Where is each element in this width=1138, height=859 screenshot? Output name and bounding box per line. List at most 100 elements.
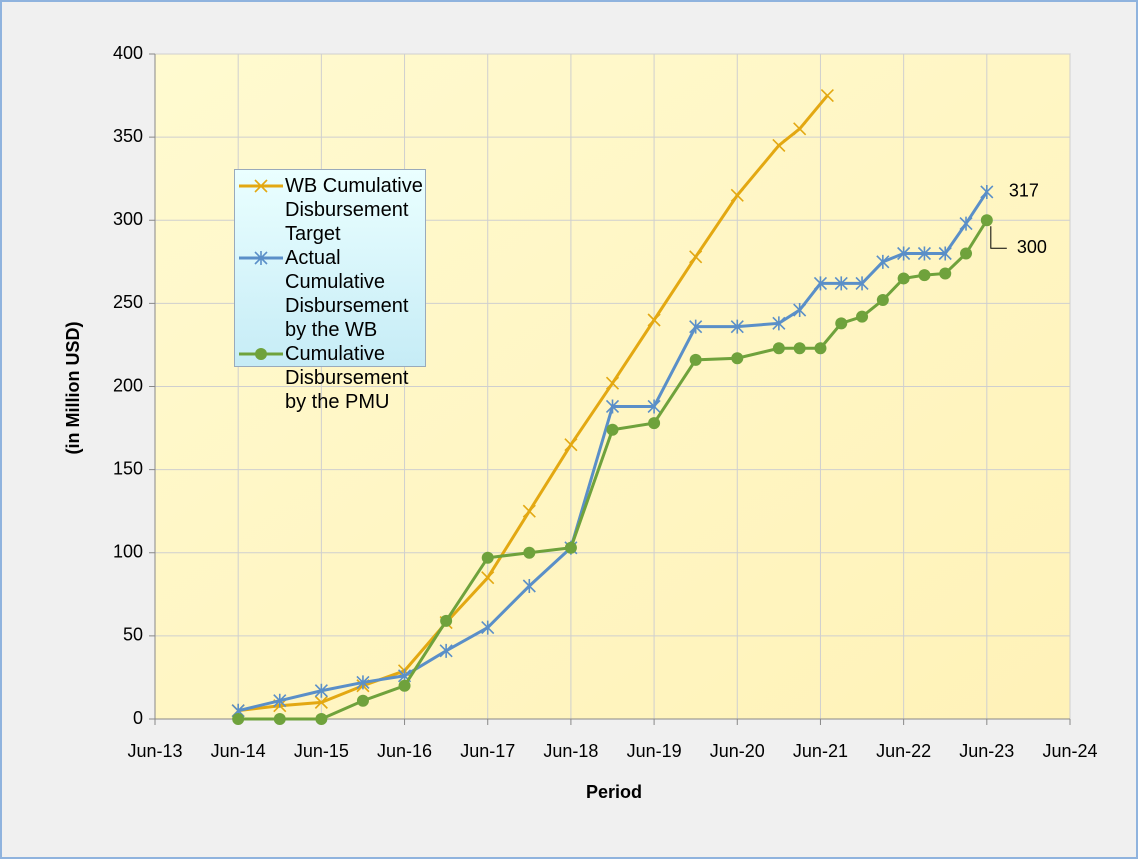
x-tick-label: Jun-24: [1042, 741, 1097, 761]
marker: [605, 376, 620, 390]
marker-dot: [481, 551, 494, 564]
marker: [314, 683, 328, 698]
marker-cross: [730, 188, 744, 202]
legend-swatch: [239, 251, 283, 265]
marker-dot: [731, 352, 744, 365]
marker: [564, 541, 577, 554]
marker: [814, 342, 827, 355]
marker: [481, 551, 494, 564]
marker-cross: [793, 303, 807, 318]
marker-cross: [356, 675, 370, 690]
marker-cross: [522, 579, 536, 593]
y-tick-label: 350: [113, 126, 143, 146]
marker-cross: [605, 376, 620, 390]
marker: [356, 694, 369, 707]
marker: [647, 313, 661, 327]
marker-dot: [772, 342, 785, 355]
marker: [897, 272, 910, 285]
data-label: 317: [1009, 181, 1039, 201]
marker: [876, 294, 889, 307]
marker-cross: [938, 246, 952, 261]
y-tick-label: 0: [133, 708, 143, 728]
marker: [820, 88, 834, 103]
marker: [522, 504, 536, 518]
marker: [273, 693, 287, 708]
marker: [356, 675, 370, 690]
marker-cross: [834, 276, 848, 291]
marker: [980, 214, 993, 227]
marker-cross: [314, 695, 328, 709]
legend-entry: WB Cumulative Disbursement Target: [237, 174, 423, 246]
y-tick-label: 250: [113, 292, 143, 312]
marker: [398, 679, 411, 692]
marker: [834, 276, 848, 291]
legend: WB Cumulative Disbursement Target Actual …: [234, 169, 426, 413]
marker: [793, 122, 807, 136]
marker: [523, 546, 536, 559]
marker: [314, 695, 328, 709]
marker: [564, 438, 578, 452]
marker: [772, 342, 785, 355]
marker-cross: [647, 399, 661, 414]
marker: [856, 310, 869, 323]
marker: [917, 246, 931, 261]
legend-swatch: [239, 348, 283, 360]
x-axis-title: Period: [586, 782, 642, 802]
marker: [793, 303, 807, 318]
marker-dot: [814, 342, 827, 355]
x-tick-label: Jun-23: [959, 741, 1014, 761]
marker: [918, 269, 931, 282]
marker-cross: [897, 246, 911, 261]
marker-dot: [255, 348, 267, 360]
marker-dot: [398, 679, 411, 692]
marker-dot: [689, 353, 702, 366]
marker: [689, 319, 703, 334]
marker: [980, 184, 994, 199]
legend-entry: Actual Cumulative Disbursement by the WB: [237, 246, 423, 342]
marker-dot: [648, 417, 661, 430]
data-label: 300: [1017, 237, 1047, 257]
marker-cross: [314, 683, 328, 698]
marker-cross: [876, 254, 890, 269]
marker-dot: [356, 694, 369, 707]
marker: [813, 276, 828, 291]
marker: [255, 348, 267, 360]
x-tick-label: Jun-19: [627, 741, 682, 761]
marker: [232, 713, 245, 725]
marker: [772, 138, 786, 153]
y-axis-title: (in Million USD): [63, 322, 83, 455]
marker: [959, 216, 973, 231]
marker-cross: [273, 693, 287, 708]
marker: [605, 399, 620, 414]
marker-dot: [939, 267, 952, 280]
marker: [731, 352, 744, 365]
series-line: [238, 94, 829, 713]
marker-cross: [254, 251, 268, 265]
x-tick-label: Jun-22: [876, 741, 931, 761]
marker: [689, 250, 703, 264]
marker-cross: [813, 276, 828, 291]
marker-dot: [835, 317, 848, 330]
marker: [730, 188, 744, 202]
y-tick-label: 100: [113, 542, 143, 562]
marker: [730, 319, 744, 334]
marker-dot: [897, 272, 910, 285]
marker-cross: [917, 246, 931, 261]
marker-cross: [254, 179, 268, 193]
marker: [440, 614, 453, 627]
marker-dot: [523, 546, 536, 559]
legend-label: WB Cumulative Disbursement Target: [285, 175, 429, 245]
marker-dot: [315, 713, 328, 725]
marker-dot: [876, 294, 889, 307]
marker: [254, 179, 268, 193]
x-tick-label: Jun-15: [294, 741, 349, 761]
marker: [606, 423, 619, 436]
marker-dot: [606, 423, 619, 436]
marker-cross: [439, 643, 453, 658]
marker: [835, 317, 848, 330]
x-tick-label: Jun-14: [211, 741, 266, 761]
y-tick-label: 50: [123, 625, 143, 645]
marker-cross: [793, 122, 807, 136]
